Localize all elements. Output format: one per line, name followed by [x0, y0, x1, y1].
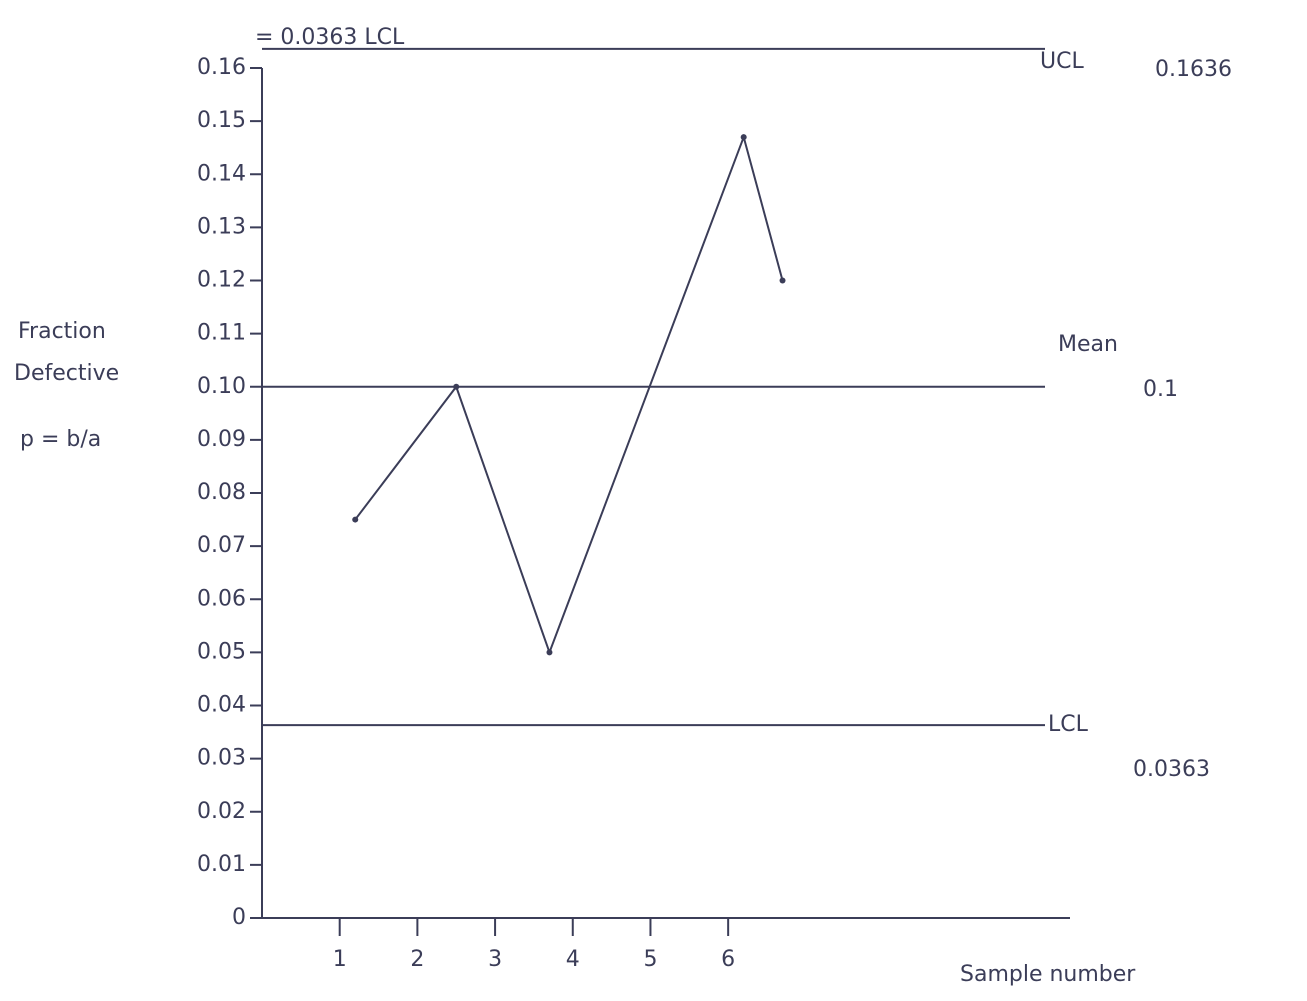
y-tick-label: 0.10	[197, 374, 246, 399]
data-line	[355, 137, 782, 652]
annotation: = 0.0363 LCL	[255, 25, 405, 50]
data-point	[352, 517, 358, 523]
y-tick-label: 0.06	[197, 586, 246, 611]
y-tick-label: 0.13	[197, 214, 246, 239]
x-axis-label: Sample number	[960, 962, 1136, 987]
y-tick-label: 0.01	[197, 852, 246, 877]
x-tick-label: 3	[488, 947, 502, 972]
y-tick-label: 0.16	[197, 55, 246, 80]
x-tick-label: 5	[643, 947, 657, 972]
control-line-value: 0.1	[1143, 377, 1178, 402]
y-tick-label: 0	[232, 905, 246, 930]
y-axis-label: Defective	[14, 361, 119, 386]
y-tick-label: 0.03	[197, 746, 246, 771]
x-tick-label: 4	[566, 947, 580, 972]
x-tick-label: 2	[410, 947, 424, 972]
data-point	[780, 278, 786, 284]
control-line-name: LCL	[1048, 712, 1089, 737]
control-line-name: Mean	[1058, 332, 1118, 357]
y-tick-label: 0.15	[197, 108, 246, 133]
x-tick-label: 6	[721, 947, 735, 972]
y-tick-label: 0.11	[197, 321, 246, 346]
y-tick-label: 0.05	[197, 639, 246, 664]
y-tick-label: 0.02	[197, 799, 246, 824]
data-point	[741, 134, 747, 140]
y-tick-label: 0.12	[197, 268, 246, 293]
control-line-value: 0.1636	[1155, 57, 1232, 82]
control-line-name: UCL	[1040, 49, 1084, 74]
y-axis-label: p = b/a	[20, 427, 101, 452]
control-line-value: 0.0363	[1133, 757, 1210, 782]
chart: = 0.0363 LCL Fraction Defective p = b/a …	[0, 0, 1307, 1001]
y-tick-label: 0.08	[197, 480, 246, 505]
data-point	[546, 649, 552, 655]
y-tick-label: 0.14	[197, 161, 246, 186]
data-point	[453, 384, 459, 390]
y-tick-label: 0.07	[197, 533, 246, 558]
y-axis-label: Fraction	[18, 319, 106, 344]
x-tick-label: 1	[333, 947, 347, 972]
y-tick-label: 0.04	[197, 693, 246, 718]
y-tick-label: 0.09	[197, 427, 246, 452]
